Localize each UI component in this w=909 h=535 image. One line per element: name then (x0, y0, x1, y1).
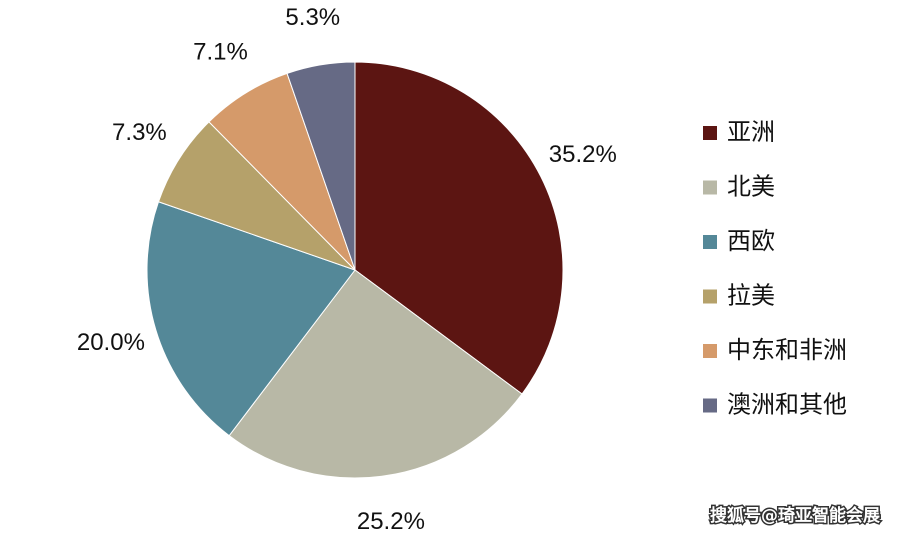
pie-slice (286, 61, 356, 271)
legend-swatch (703, 180, 717, 195)
legend-swatch (703, 289, 717, 304)
data-label: 25.2% (357, 508, 425, 535)
pie-slice (146, 201, 356, 437)
watermark: 搜狐号@琦亚智能会展 (710, 505, 880, 526)
legend-label: 澳洲和其他 (727, 391, 847, 419)
legend-swatch (703, 235, 717, 249)
legend-label: 北美 (727, 173, 775, 201)
legend-swatch (703, 126, 717, 140)
legend-swatch (703, 344, 717, 358)
data-label: 35.2% (549, 141, 617, 168)
data-label: 7.1% (193, 39, 248, 66)
legend-label: 拉美 (727, 282, 775, 310)
data-label: 20.0% (77, 329, 145, 356)
pie-slice (354, 61, 564, 395)
pie-slice (228, 269, 523, 479)
legend-label: 亚洲 (727, 118, 775, 146)
legend-label: 中东和非洲 (727, 336, 847, 364)
legend-swatch (703, 398, 717, 413)
data-label: 5.3% (285, 4, 340, 31)
legend-label: 西欧 (727, 227, 775, 255)
data-label: 7.3% (112, 119, 167, 146)
